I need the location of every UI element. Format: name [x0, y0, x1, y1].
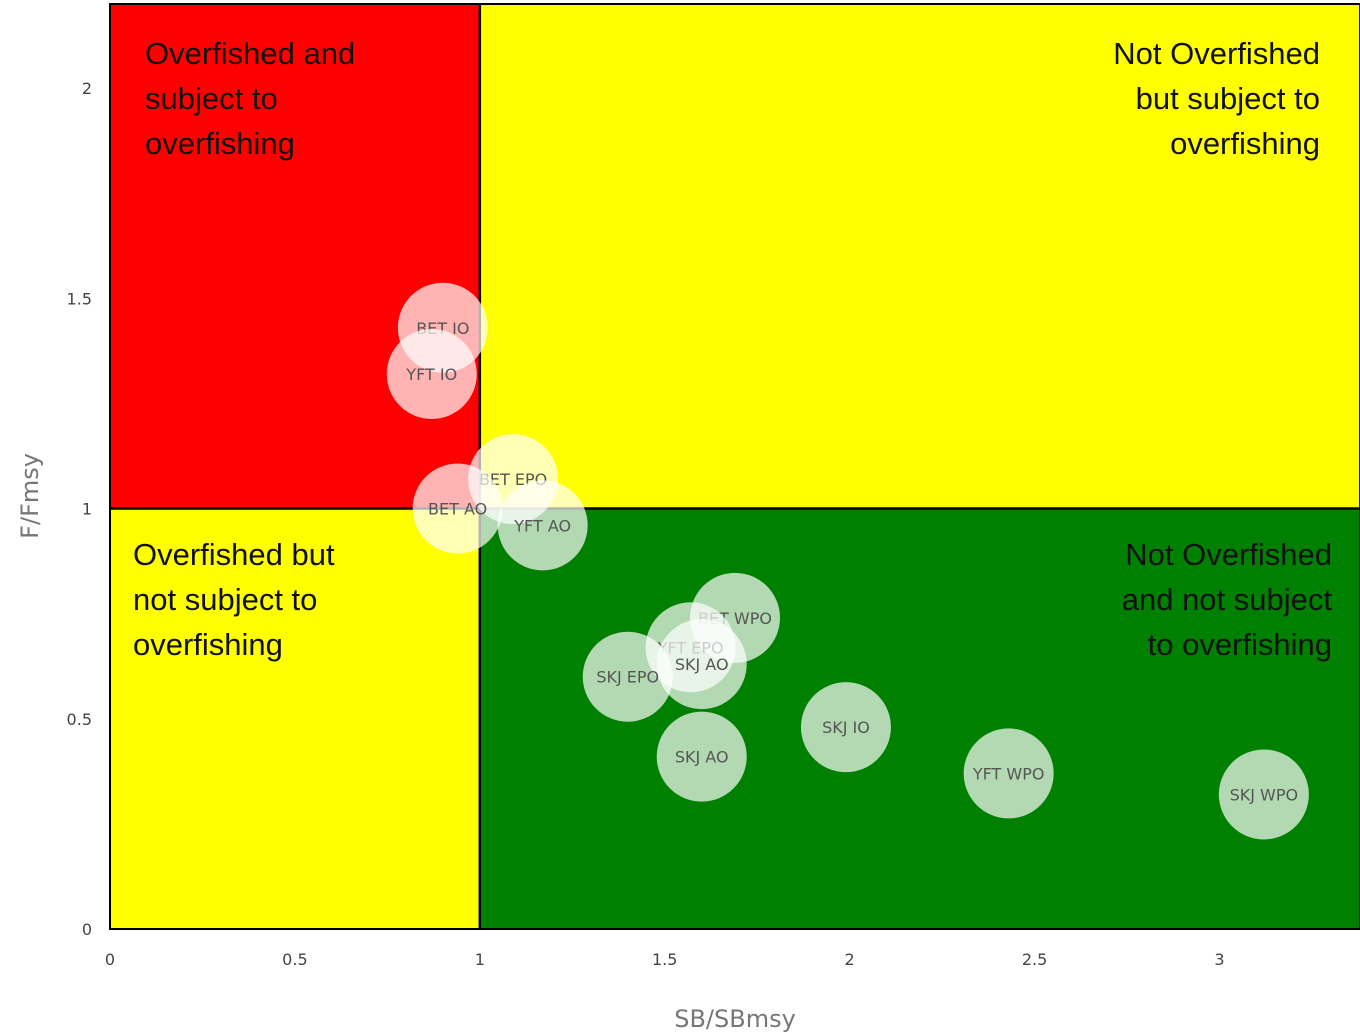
y-tick-label: 0 — [82, 920, 92, 939]
x-tick-label: 0 — [105, 950, 115, 969]
quadrant-label-line: Overfished but — [133, 537, 335, 572]
point-yft-ao: YFT AO — [497, 480, 588, 571]
y-tick-label: 2 — [82, 79, 92, 98]
point-label: YFT WPO — [972, 764, 1045, 783]
quadrant-overfished-and-overfishing — [110, 4, 480, 509]
point-bet-ao: BET AO — [412, 463, 503, 554]
x-tick-label: 2 — [845, 950, 855, 969]
y-tick-label: 1.5 — [67, 289, 92, 308]
point-label: YFT AO — [513, 516, 571, 535]
point-marker — [412, 463, 503, 554]
quadrant-label-line: Overfished and — [145, 36, 355, 71]
point-label: SKJ WPO — [1230, 785, 1299, 804]
point-marker — [1218, 749, 1309, 840]
point-label: SKJ IO — [822, 718, 870, 737]
quadrant-label-line: and not subject — [1122, 582, 1333, 617]
x-tick-label: 2.5 — [1022, 950, 1047, 969]
point-label: YFT IO — [405, 365, 457, 384]
point-label: BET AO — [428, 500, 487, 519]
point-marker — [386, 329, 477, 419]
y-tick-label: 0.5 — [67, 710, 92, 729]
quadrant-label-line: Not Overfished — [1125, 537, 1332, 572]
x-axis-title: SB/SBmsy — [674, 1005, 796, 1033]
quadrant-label-overfished-and-overfishing: Overfished and subject to overfishing — [145, 36, 355, 161]
quadrant-label-line: but subject to — [1136, 81, 1320, 116]
point-skj-ao: SKJ AO — [656, 711, 747, 802]
quadrant-label-line: subject to — [145, 81, 278, 116]
point-yft-io: YFT IO — [386, 329, 477, 419]
point-marker — [800, 682, 891, 773]
point-marker — [656, 711, 747, 802]
quadrant-backgrounds — [110, 4, 1360, 929]
quadrant-label-line: overfishing — [1170, 126, 1320, 161]
point-label: SKJ AO — [675, 655, 729, 674]
x-axis-ticks: 0 0.5 1 1.5 2 2.5 3 — [105, 950, 1225, 969]
quadrant-label-line: not subject to — [133, 582, 317, 617]
quadrant-label-line: to overfishing — [1148, 627, 1332, 662]
point-skj-ao: SKJ AO — [656, 619, 747, 710]
point-skj-wpo: SKJ WPO — [1218, 749, 1309, 840]
quadrant-not-overfished-overfishing — [479, 4, 1360, 509]
plot-border — [109, 3, 1360, 930]
point-marker — [582, 631, 673, 722]
x-tick-label: 0.5 — [282, 950, 307, 969]
quadrant-overfished-not-overfishing — [110, 508, 480, 929]
point-marker — [963, 728, 1054, 819]
y-axis-ticks: 0 0.5 1 1.5 2 — [67, 79, 92, 939]
point-yft-wpo: YFT WPO — [963, 728, 1054, 819]
point-label: SKJ AO — [675, 748, 729, 767]
quadrant-label-line: overfishing — [145, 126, 295, 161]
point-label: SKJ EPO — [596, 668, 659, 687]
quadrant-label-not-overfished-not-overfishing: Not Overfished and not subject to overfish… — [1122, 537, 1333, 662]
y-axis-title: F/Fmsy — [16, 453, 44, 539]
x-tick-label: 1 — [475, 950, 485, 969]
quadrant-label-line: overfishing — [133, 627, 283, 662]
point-marker — [497, 480, 588, 571]
point-skj-epo: SKJ EPO — [582, 631, 673, 722]
x-tick-label: 1.5 — [652, 950, 677, 969]
point-skj-io: SKJ IO — [800, 682, 891, 773]
quadrant-label-overfished-not-overfishing: Overfished but not subject to overfishing — [133, 537, 335, 662]
quadrant-label-line: Not Overfished — [1113, 36, 1320, 71]
point-marker — [656, 619, 747, 710]
y-tick-label: 1 — [82, 500, 92, 519]
quadrant-label-not-overfished-overfishing: Not Overfished but subject to overfishing — [1113, 36, 1320, 161]
x-tick-label: 3 — [1214, 950, 1224, 969]
